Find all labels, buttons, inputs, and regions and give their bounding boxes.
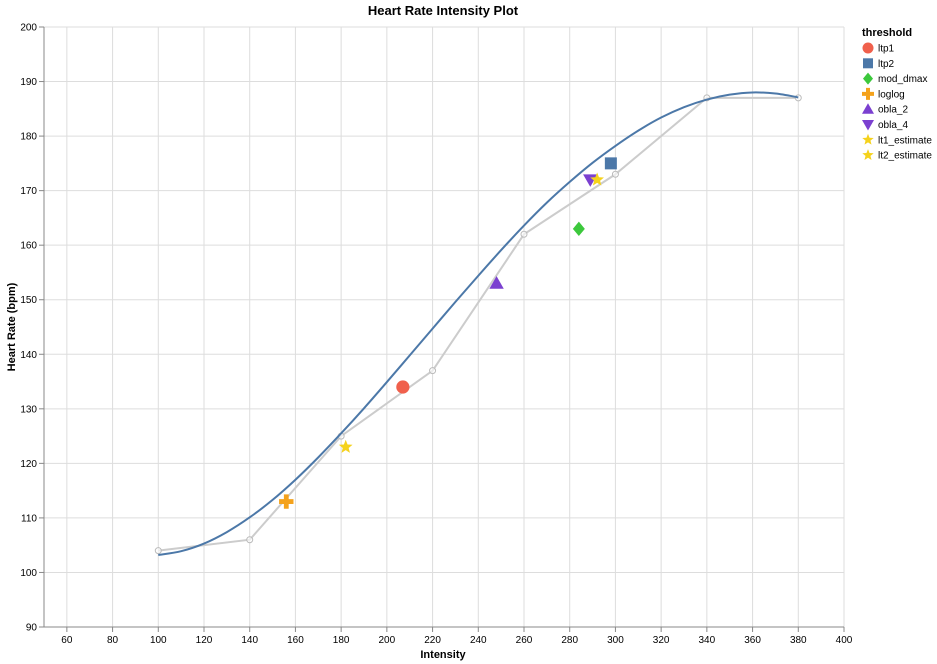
fit-series	[158, 91, 799, 556]
threshold-marker-ltp1	[396, 380, 410, 394]
legend-label: obla_4	[878, 120, 908, 131]
raw-series-line	[158, 96, 799, 552]
x-tick-label: 200	[379, 635, 396, 646]
y-tick-label: 190	[20, 77, 37, 88]
legend-symbol-obla-2	[862, 103, 874, 114]
legend-symbol-loglog	[862, 87, 874, 100]
x-tick-label: 160	[287, 635, 304, 646]
legend-title: threshold	[862, 27, 912, 39]
legend-label: lt1_estimate	[878, 135, 932, 146]
raw-point	[154, 547, 162, 555]
fit-series-line	[158, 91, 799, 556]
legend-label: loglog	[878, 89, 905, 100]
threshold-marker-ltp2	[604, 157, 617, 170]
y-tick-label: 120	[20, 459, 37, 470]
y-tick-label: 160	[20, 241, 37, 252]
threshold-marker-lt2-estimate	[590, 172, 604, 186]
x-tick-label: 140	[241, 635, 258, 646]
threshold-marker-loglog	[279, 494, 294, 509]
y-tick-label: 170	[20, 186, 37, 197]
axes: 60 80 100 120 140 160 180 200 220 240 260 280 300 320…	[20, 23, 852, 647]
x-tick-label: 300	[607, 635, 624, 646]
grid-lines	[43, 26, 845, 628]
legend-label: mod_dmax	[878, 74, 927, 85]
legend-label: ltp2	[878, 59, 895, 70]
threshold-marker-obla-2	[489, 276, 504, 289]
x-axis-title: Intensity	[420, 649, 466, 661]
x-tick-label: 280	[561, 635, 578, 646]
y-tick-label: 200	[20, 23, 37, 34]
y-axis-title: Heart Rate (bpm)	[6, 282, 18, 371]
legend-symbol-mod-dmax	[863, 72, 873, 85]
x-tick-label: 340	[699, 635, 716, 646]
y-tick-label: 90	[26, 623, 38, 634]
x-tick-label: 100	[150, 635, 167, 646]
x-tick-label: 400	[836, 635, 853, 646]
x-tick-label: 180	[333, 635, 350, 646]
legend-symbol-obla-4	[862, 120, 874, 131]
y-tick-label: 110	[21, 513, 37, 524]
x-tick-label: 260	[516, 635, 533, 646]
y-tick-label: 150	[20, 295, 37, 306]
x-tick-label: 380	[790, 635, 807, 646]
y-tick-label: 130	[20, 404, 37, 415]
legend-label: lt2_estimate	[878, 151, 932, 162]
threshold-markers	[279, 157, 617, 509]
raw-point	[520, 230, 528, 238]
y-tick-label: 140	[20, 350, 37, 361]
chart-title: Heart Rate Intensity Plot	[368, 3, 519, 18]
x-tick-label: 60	[61, 635, 73, 646]
legend-symbol-lt2-estimate	[862, 149, 874, 160]
threshold-marker-lt1-estimate	[338, 439, 353, 453]
legend-label: ltp1	[878, 44, 895, 55]
x-tick-label: 240	[470, 635, 487, 646]
x-tick-label: 320	[653, 635, 670, 646]
y-tick-label: 100	[20, 568, 37, 579]
raw-point	[429, 367, 437, 375]
x-tick-label: 80	[107, 635, 119, 646]
threshold-marker-mod-dmax	[572, 221, 585, 237]
legend-symbol-lt1-estimate	[862, 133, 874, 145]
legend-label: obla_2	[878, 105, 908, 116]
raw-point	[246, 536, 254, 544]
legend-symbol-ltp2	[863, 58, 873, 69]
raw-point	[611, 170, 619, 178]
x-tick-label: 120	[196, 635, 213, 646]
x-tick-label: 360	[744, 635, 761, 646]
legend-symbol-ltp1	[862, 42, 874, 54]
x-tick-label: 220	[424, 635, 441, 646]
y-tick-label: 180	[20, 132, 37, 143]
